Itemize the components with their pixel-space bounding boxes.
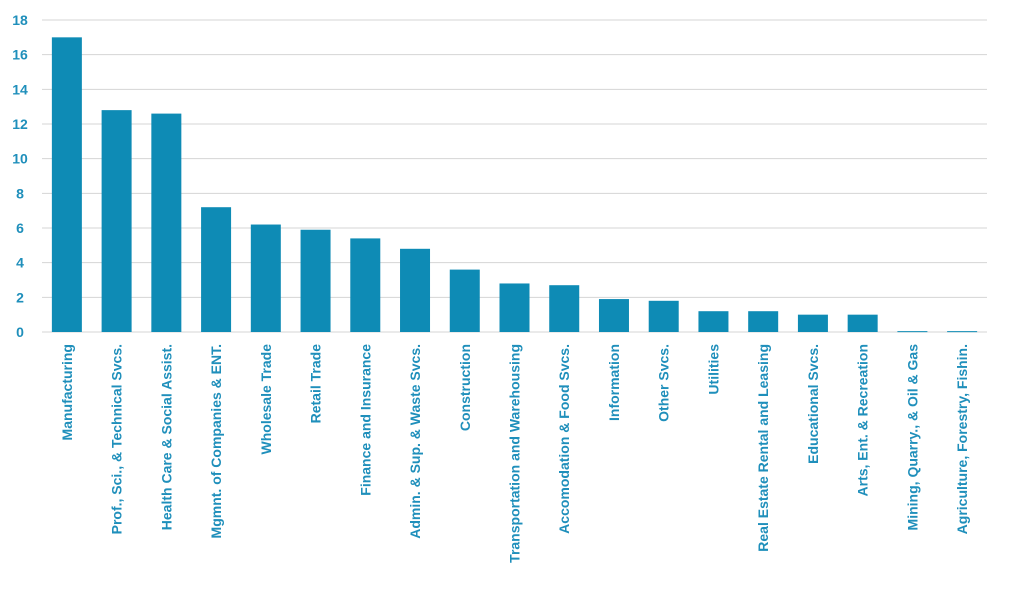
- x-category-label: Utilities: [705, 344, 721, 395]
- bar: [250, 224, 281, 332]
- x-category-label: Finance and Insurance: [357, 344, 373, 496]
- y-tick-label: 16: [12, 47, 28, 63]
- bar: [797, 314, 828, 332]
- x-category-label: Retail Trade: [308, 344, 324, 424]
- x-category-label: Construction: [457, 344, 473, 431]
- bar: [748, 311, 779, 332]
- y-tick-label: 8: [16, 185, 24, 201]
- grid-lines: [42, 19, 987, 333]
- y-tick-label: 4: [16, 255, 24, 271]
- x-category-label: Health Care & Social Assist.: [158, 344, 174, 530]
- bar: [201, 207, 232, 332]
- x-category-label: Mgmnt. of Companies & ENT.: [208, 344, 224, 538]
- y-tick-label: 6: [16, 220, 24, 236]
- x-category-label: Arts, Ent. & Recreation: [855, 344, 871, 496]
- bar: [947, 331, 978, 333]
- bar: [101, 110, 132, 332]
- y-tick-label: 12: [12, 116, 28, 132]
- bar: [400, 248, 431, 332]
- bar: [350, 238, 381, 332]
- y-tick-label: 2: [16, 289, 24, 305]
- bar: [847, 314, 878, 332]
- x-category-label: Real Estate Rental and Leasing: [755, 344, 771, 552]
- x-category-label: Wholesale Trade: [258, 344, 274, 455]
- bar: [698, 311, 729, 332]
- x-category-label: Educational Svcs.: [805, 344, 821, 464]
- x-category-label: Other Svcs.: [656, 344, 672, 422]
- x-category-label: Manufacturing: [59, 344, 75, 440]
- x-axis-category-labels: Manufacturing Prof., Sci., & Technical Sv…: [59, 344, 970, 563]
- x-category-label: Prof., Sci., & Technical Svcs.: [109, 344, 125, 534]
- x-category-label: Admin. & Sup. & Waste Svcs.: [407, 344, 423, 539]
- x-category-label: Transportation and Warehousing: [507, 344, 523, 563]
- x-category-label: Agriculture, Forestry, Fishin.: [954, 344, 970, 534]
- y-axis-tick-labels: 0 2 4 6 8 10 12 14 16 18: [12, 12, 28, 340]
- y-tick-label: 0: [16, 324, 24, 340]
- y-tick-label: 14: [12, 81, 28, 97]
- y-tick-label: 18: [12, 12, 28, 28]
- bar: [449, 269, 480, 332]
- bar: [51, 37, 82, 332]
- x-category-label: Mining, Quarry., & Oil & Gas: [904, 344, 920, 531]
- bar: [897, 331, 928, 333]
- bars: [51, 37, 978, 333]
- x-category-label: Accomodation & Food Svcs.: [556, 344, 572, 534]
- bar: [499, 283, 530, 332]
- bar: [648, 300, 679, 332]
- bar: [549, 285, 580, 332]
- y-tick-label: 10: [12, 151, 28, 167]
- bar: [151, 113, 182, 332]
- bar: [598, 299, 629, 332]
- bar: [300, 229, 331, 332]
- x-category-label: Information: [606, 344, 622, 421]
